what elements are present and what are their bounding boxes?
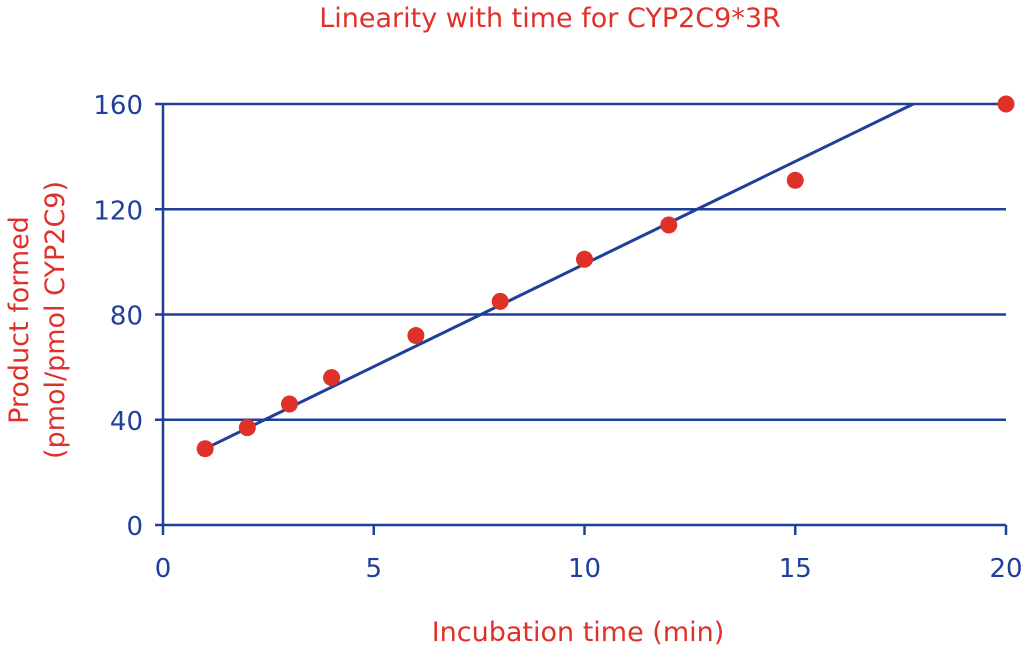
data-point-8: [660, 216, 678, 234]
x-tick-label-15: 15: [779, 554, 812, 584]
y-axis-label-line2: (pmol/pmol CYP2C9): [40, 181, 71, 459]
y-axis-label-line1: Product formed: [4, 216, 35, 424]
data-point-4: [323, 369, 341, 387]
y-axis-label: Product formed (pmol/pmol CYP2C9): [4, 181, 71, 459]
x-tick-label-0: 0: [155, 554, 172, 584]
data-point-2: [238, 419, 256, 437]
y-tick-label-160: 160: [93, 91, 143, 121]
chart-title: Linearity with time for CYP2C9*3R: [319, 3, 781, 34]
y-tick-label-120: 120: [93, 196, 143, 226]
data-point-3: [280, 395, 298, 413]
y-tick-label-80: 80: [110, 302, 143, 332]
x-tick-label-5: 5: [365, 554, 382, 584]
y-axis-ticks: 0 40 80 120 160: [93, 91, 163, 542]
y-tick-label-40: 40: [110, 407, 143, 437]
x-axis-label: Incubation time (min): [432, 617, 725, 648]
data-points: [196, 95, 1015, 458]
data-point-10: [997, 95, 1015, 113]
x-axis-ticks: 0 5 10 15 20: [155, 525, 1023, 584]
data-point-9: [786, 171, 804, 189]
trendline: [204, 102, 914, 451]
grid-lines: [163, 102, 1006, 421]
data-point-1: [196, 440, 214, 458]
data-point-6: [491, 292, 509, 310]
x-tick-label-20: 20: [989, 554, 1022, 584]
trendline-group: [204, 102, 914, 451]
data-point-5: [407, 327, 425, 345]
data-point-7: [576, 250, 593, 268]
x-tick-label-10: 10: [568, 554, 601, 584]
y-tick-label-0: 0: [126, 512, 143, 542]
